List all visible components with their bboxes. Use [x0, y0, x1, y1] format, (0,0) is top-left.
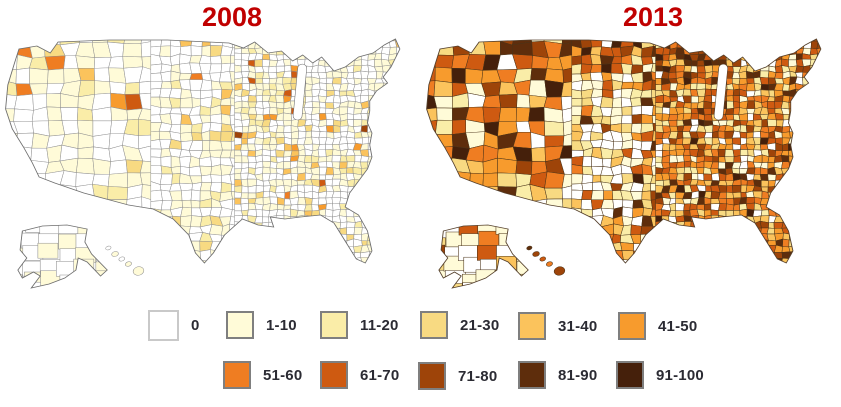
- legend-label-61-70: 61-70: [360, 366, 400, 384]
- map-title-2008: 2008: [201, 2, 263, 32]
- legend-item-31-40: 31-40: [518, 312, 597, 340]
- legend-swatch-91-100: [616, 361, 644, 389]
- legend-swatch-51-60: [223, 361, 251, 389]
- map-panel-2008: 2008: [0, 0, 420, 300]
- legend-swatch-0: [148, 310, 179, 341]
- legend-swatch-61-70: [320, 361, 348, 389]
- legend-label-91-100: 91-100: [656, 366, 704, 384]
- us-county-choropleth-2008: [5, 38, 401, 289]
- map-panel-2013: 2013: [421, 0, 841, 300]
- legend-label-71-80: 71-80: [458, 367, 498, 385]
- legend-item-41-50: 41-50: [618, 312, 697, 340]
- legend-item-51-60: 51-60: [223, 361, 302, 389]
- legend-label-81-90: 81-90: [558, 366, 598, 384]
- legend-swatch-21-30: [420, 311, 448, 339]
- us-county-choropleth-2013: [426, 38, 822, 289]
- legend-swatch-41-50: [618, 312, 646, 340]
- map-title-2013: 2013: [622, 2, 684, 32]
- legend-swatch-1-10: [226, 311, 254, 339]
- legend-swatch-71-80: [418, 362, 446, 390]
- legend-item-91-100: 91-100: [616, 361, 704, 389]
- legend-label-31-40: 31-40: [558, 317, 598, 335]
- legend-label-0: 0: [191, 317, 200, 334]
- legend-label-21-30: 21-30: [460, 316, 500, 334]
- legend-swatch-31-40: [518, 312, 546, 340]
- legend-label-1-10: 1-10: [266, 316, 297, 334]
- legend-label-51-60: 51-60: [263, 366, 303, 384]
- legend-swatch-81-90: [518, 361, 546, 389]
- legend-item-11-20: 11-20: [320, 311, 399, 339]
- legend-label-41-50: 41-50: [658, 317, 698, 335]
- legend-item-21-30: 21-30: [420, 311, 499, 339]
- legend-item-81-90: 81-90: [518, 361, 597, 389]
- legend-item-61-70: 61-70: [320, 361, 399, 389]
- legend-item-71-80: 71-80: [418, 362, 497, 390]
- legend-item-0: 0: [148, 310, 200, 341]
- legend-swatch-11-20: [320, 311, 348, 339]
- legend-item-1-10: 1-10: [226, 311, 297, 339]
- legend-label-11-20: 11-20: [360, 316, 399, 334]
